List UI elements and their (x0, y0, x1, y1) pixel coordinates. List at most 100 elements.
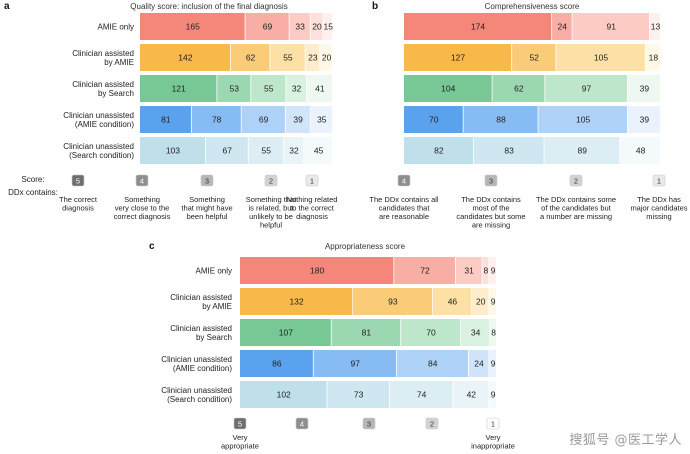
panel-letter-a: a (4, 1, 10, 12)
bar-segment-a-4-2 (248, 137, 283, 164)
bar-value-c-3-4: 9 (491, 359, 496, 369)
category-label-c-2: Clinician assisted by Search (170, 324, 232, 342)
bar-segment-a-0-0 (140, 13, 245, 40)
bar-value-c-1-3: 20 (476, 297, 486, 307)
bar-value-c-2-2: 70 (426, 328, 436, 338)
legend-swatch-c-0 (233, 417, 247, 430)
bar-segment-b-2-0 (404, 75, 492, 102)
legend-desc-a-0: The correct diagnosis (59, 195, 98, 213)
legend-score-b-0: 4 (402, 177, 406, 186)
legend-desc-c-4: Very inappropriate (471, 433, 515, 451)
legend-score-label: Score: (21, 175, 44, 184)
bar-value-c-3-1: 97 (350, 359, 360, 369)
legend-score-b-1: 3 (489, 177, 493, 186)
bar-value-a-3-3: 39 (293, 115, 303, 125)
bar-segment-c-1-0 (240, 288, 353, 315)
bar-segment-c-0-2 (455, 257, 482, 284)
bar-segment-b-4-0 (404, 137, 473, 164)
bar-value-c-3-0: 86 (272, 359, 282, 369)
bar-value-c-0-1: 72 (420, 266, 430, 276)
bar-segment-a-2-4 (306, 75, 333, 102)
bar-value-c-0-0: 180 (310, 266, 324, 276)
bar-value-b-0-3: 13 (651, 22, 661, 32)
bar-value-c-0-3: 8 (483, 266, 488, 276)
legend-desc-c-0: Very appropriate (221, 433, 259, 451)
category-label-c-4: Clinician unassisted (Search condition) (161, 386, 232, 404)
bar-value-a-2-4: 41 (315, 84, 325, 94)
bar-value-b-4-3: 48 (636, 146, 646, 156)
bar-value-b-4-0: 82 (434, 146, 444, 156)
category-label-a-1: Clinician assisted by AMIE (72, 49, 134, 67)
bar-value-a-4-0: 103 (166, 146, 180, 156)
bar-value-b-4-1: 83 (504, 146, 514, 156)
legend-score-b-2: 2 (574, 177, 578, 186)
bar-value-c-3-3: 24 (474, 359, 484, 369)
bar-segment-b-4-3 (620, 137, 661, 164)
bar-segment-b-2-3 (627, 75, 661, 102)
legend-desc-a-4: Nothing related to the correct diagnosis (287, 195, 338, 221)
category-label-a-0: AMIE only (98, 23, 134, 32)
bar-segment-c-1-2 (432, 288, 472, 315)
category-label-c-0: AMIE only (196, 267, 232, 276)
legend-score-a-4: 1 (310, 177, 314, 186)
bar-value-a-0-2: 33 (295, 22, 305, 32)
bar-segment-c-3-1 (313, 350, 396, 377)
bar-value-c-4-0: 102 (277, 390, 291, 400)
legend-swatch-c-4 (486, 417, 500, 430)
bar-segment-a-1-1 (230, 44, 270, 71)
bar-segment-a-4-1 (205, 137, 248, 164)
bar-value-a-3-2: 69 (259, 115, 269, 125)
bar-segment-b-0-0 (404, 13, 552, 40)
bar-segment-b-3-1 (463, 106, 538, 133)
bar-segment-c-4-4 (489, 381, 497, 408)
bar-segment-c-4-2 (389, 381, 453, 408)
bar-segment-c-1-3 (472, 288, 489, 315)
legend-desc-b-1: The DDx contains most of the candidates bu… (456, 195, 525, 230)
bar-value-b-3-0: 70 (429, 115, 439, 125)
panel-letter-b: b (372, 1, 378, 12)
bar-segment-a-0-1 (245, 13, 289, 40)
bar-value-b-2-3: 39 (640, 84, 650, 94)
bar-value-b-3-2: 105 (576, 115, 590, 125)
bar-value-a-4-3: 32 (289, 146, 299, 156)
bar-segment-c-4-0 (240, 381, 327, 408)
bar-value-a-0-3: 20 (312, 22, 322, 32)
bar-segment-c-0-3 (482, 257, 489, 284)
bar-value-a-2-0: 121 (172, 84, 186, 94)
legend-swatch-a-3 (264, 174, 278, 187)
legend-swatch-b-3 (652, 174, 666, 187)
bar-value-a-4-4: 45 (314, 146, 324, 156)
bar-segment-b-3-3 (627, 106, 661, 133)
bar-value-c-2-3: 34 (471, 328, 481, 338)
bar-value-b-2-2: 97 (582, 84, 592, 94)
bar-value-a-1-1: 62 (246, 53, 256, 63)
bar-value-b-0-0: 174 (471, 22, 485, 32)
bar-value-a-1-4: 20 (322, 53, 332, 63)
bar-segment-c-4-3 (453, 381, 489, 408)
category-label-c-3: Clinician unassisted (AMIE condition) (161, 355, 232, 373)
bar-value-a-0-4: 15 (323, 22, 333, 32)
legend-score-a-2: 3 (205, 177, 209, 186)
legend-swatch-a-1 (135, 174, 149, 187)
bar-segment-c-2-0 (240, 319, 331, 346)
bar-segment-b-1-0 (404, 44, 512, 71)
bar-value-a-2-1: 53 (230, 84, 240, 94)
bar-segment-a-4-3 (283, 137, 304, 164)
legend-score-c-1: 4 (300, 420, 304, 429)
bar-segment-a-4-4 (304, 137, 333, 164)
bar-segment-c-1-4 (489, 288, 497, 315)
bar-value-b-0-1: 24 (558, 22, 568, 32)
legend-swatch-b-1 (484, 174, 498, 187)
legend-score-a-3: 2 (269, 177, 273, 186)
bar-value-b-2-0: 104 (441, 84, 455, 94)
panel-letter-c: c (149, 241, 155, 252)
bar-segment-b-0-1 (552, 13, 572, 40)
bar-segment-c-0-4 (489, 257, 497, 284)
bar-segment-c-4-1 (327, 381, 390, 408)
bar-segment-b-3-0 (404, 106, 463, 133)
watermark: 搜狐号 @医工学人 (569, 433, 682, 448)
bar-value-c-1-2: 46 (448, 297, 458, 307)
bar-value-b-1-1: 52 (529, 53, 539, 63)
bar-value-b-4-2: 89 (578, 146, 588, 156)
bar-value-b-2-1: 62 (514, 84, 524, 94)
